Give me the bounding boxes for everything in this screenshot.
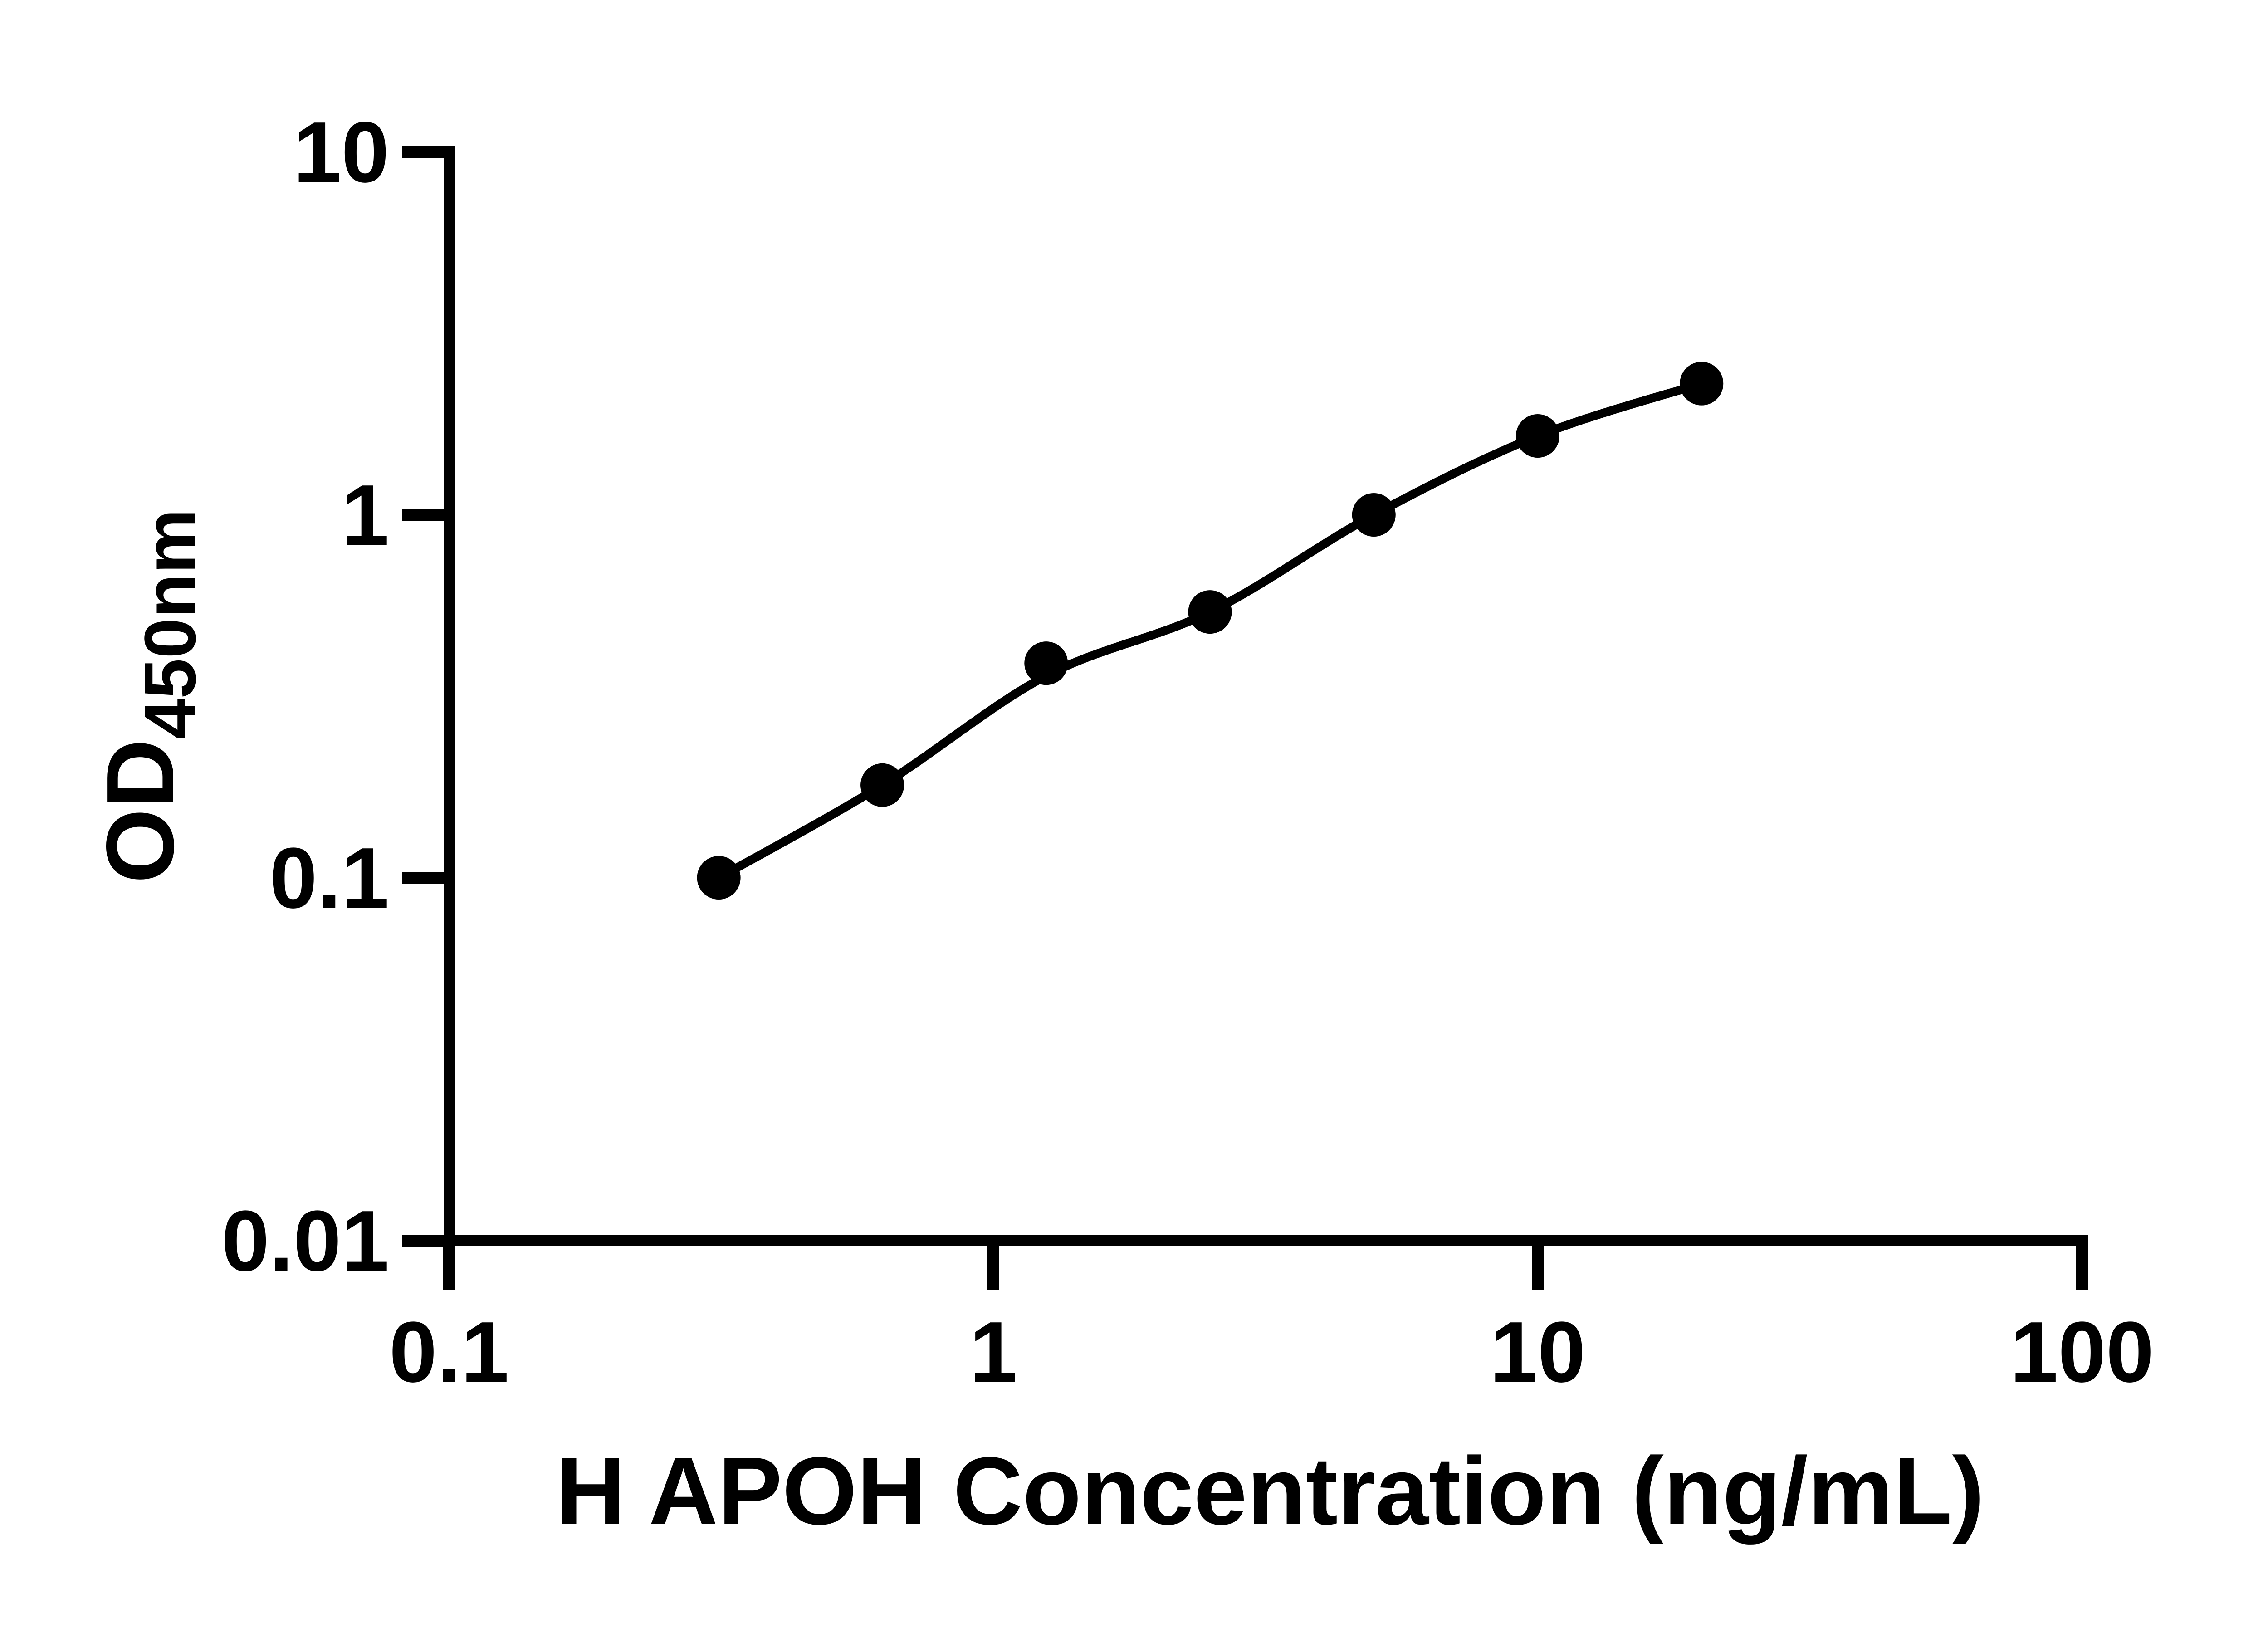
x-tick-label: 100 — [2010, 1304, 2154, 1400]
y-tick-label: 0.1 — [269, 830, 389, 926]
y-axis-tick-labels: 10 1 0.1 0.01 — [221, 104, 389, 1289]
x-axis-ticks — [443, 1235, 2088, 1290]
axes — [444, 146, 2087, 1246]
x-tick-label: 10 — [1490, 1304, 1585, 1400]
y-axis-title: OD450nm — [86, 509, 210, 884]
y-tick-label: 10 — [293, 104, 389, 200]
data-point-marker — [1188, 590, 1232, 634]
data-point-marker — [1024, 641, 1068, 685]
data-point-marker — [1516, 414, 1559, 458]
x-axis-title: H APOH Concentration (ng/mL) — [556, 1437, 1984, 1545]
data-point-marker — [860, 763, 904, 807]
data-point-marker — [1352, 493, 1396, 537]
y-tick-label: 0.01 — [221, 1193, 389, 1289]
x-axis-tick-labels: 0.1 1 10 100 — [389, 1304, 2154, 1400]
y-axis-title-subscript: 450nm — [129, 509, 210, 739]
y-axis-title-main: OD — [86, 739, 194, 883]
x-tick-label: 0.1 — [389, 1304, 509, 1400]
data-point-marker — [697, 856, 741, 900]
data-point-marker — [1680, 362, 1724, 406]
y-tick-label: 1 — [341, 467, 389, 563]
x-tick-label: 1 — [969, 1304, 1017, 1400]
data-points — [697, 362, 1724, 900]
